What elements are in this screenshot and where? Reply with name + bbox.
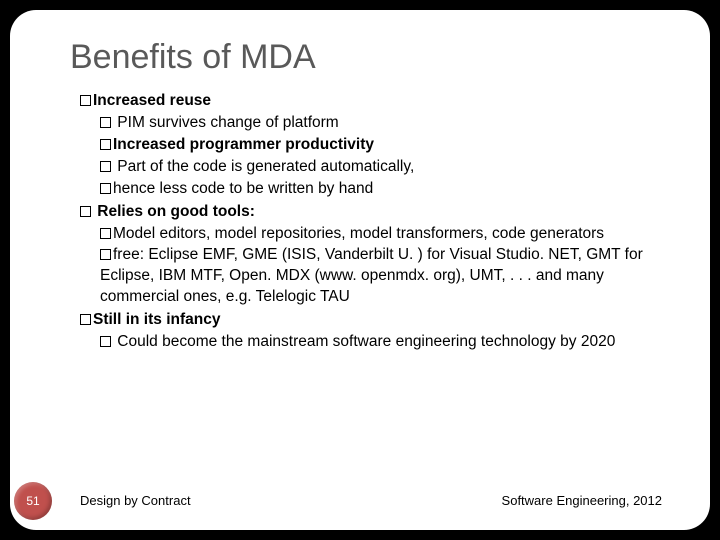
checkbox-icon bbox=[80, 95, 91, 106]
checkbox-icon bbox=[100, 161, 111, 172]
slide: Benefits of MDA Increased reuse PIM surv… bbox=[10, 10, 710, 530]
bullet-1-sub1: PIM survives change of platform bbox=[100, 113, 670, 134]
bullet-1: Increased reuse bbox=[80, 91, 670, 112]
checkbox-icon bbox=[100, 117, 111, 128]
bullet-2-head: Increased programmer productivity bbox=[113, 136, 374, 153]
checkbox-icon bbox=[80, 314, 91, 325]
checkbox-icon bbox=[100, 183, 111, 194]
bullet-2: Increased programmer productivity bbox=[100, 135, 670, 156]
slide-title: Benefits of MDA bbox=[70, 38, 670, 77]
bullet-1-head: Increased reuse bbox=[93, 92, 211, 109]
checkbox-icon bbox=[100, 336, 111, 347]
bullet-3-sub2: free: Eclipse EMF, GME (ISIS, Vanderbilt… bbox=[100, 245, 670, 308]
bullet-2-sub1: Part of the code is generated automatica… bbox=[100, 157, 670, 178]
bullet-3-head: Relies on good tools: bbox=[93, 203, 255, 220]
checkbox-icon bbox=[100, 139, 111, 150]
checkbox-icon bbox=[100, 228, 111, 239]
bullet-4-head: Still in its infancy bbox=[93, 311, 220, 328]
bullet-4: Still in its infancy bbox=[80, 310, 670, 331]
checkbox-icon bbox=[80, 206, 91, 217]
slide-content: Increased reuse PIM survives change of p… bbox=[80, 91, 670, 353]
footer-right: Software Engineering, 2012 bbox=[502, 493, 662, 508]
footer-left: Design by Contract bbox=[80, 493, 191, 508]
checkbox-icon bbox=[100, 249, 111, 260]
bullet-3: Relies on good tools: bbox=[80, 202, 670, 223]
bullet-4-sub1: Could become the mainstream software eng… bbox=[100, 332, 670, 353]
page-number-badge: 51 bbox=[14, 482, 52, 520]
bullet-3-sub1: Model editors, model repositories, model… bbox=[100, 224, 670, 245]
bullet-2-sub2: hence less code to be written by hand bbox=[100, 179, 670, 200]
